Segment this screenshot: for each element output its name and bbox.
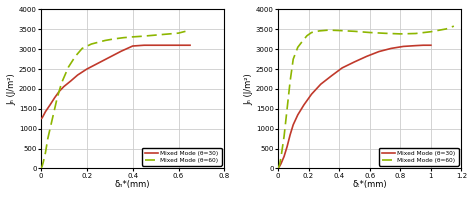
Mixed Mode (θ=60) [157,33,163,36]
Mixed Mode (θ=60) [309,31,314,34]
Mixed Mode (θ=60) [336,29,342,32]
Mixed Mode (θ=60) [284,108,290,110]
Mixed Mode (θ=30) [75,74,81,76]
Mixed Mode (θ=60) [413,32,419,35]
X-axis label: δₜ*(mm): δₜ*(mm) [352,180,387,189]
Mixed Mode (θ=60) [45,137,51,140]
Mixed Mode (θ=30) [275,167,281,170]
Mixed Mode (θ=60) [451,25,456,27]
Mixed Mode (θ=60) [382,32,388,35]
Mixed Mode (θ=30) [413,44,419,47]
Mixed Mode (θ=30) [287,133,293,136]
Mixed Mode (θ=60) [300,40,305,43]
Mixed Mode (θ=60) [59,82,64,84]
Mixed Mode (θ=60) [352,30,357,33]
Mixed Mode (θ=30) [118,50,124,52]
Mixed Mode (θ=60) [326,29,331,31]
Legend: Mixed Mode (θ=30), Mixed Mode (θ=60): Mixed Mode (θ=30), Mixed Mode (θ=60) [142,148,221,165]
Mixed Mode (θ=30) [141,44,147,46]
Line: Mixed Mode (θ=60): Mixed Mode (θ=60) [278,26,454,168]
Mixed Mode (θ=60) [166,33,172,35]
Mixed Mode (θ=60) [49,118,55,120]
Mixed Mode (θ=60) [65,66,71,68]
Mixed Mode (θ=30) [52,96,57,99]
Mixed Mode (θ=60) [121,36,127,39]
Mixed Mode (θ=30) [284,145,290,148]
Mixed Mode (θ=30) [107,56,112,59]
Mixed Mode (θ=60) [38,167,44,170]
Mixed Mode (θ=60) [148,34,154,37]
Mixed Mode (θ=30) [352,61,357,63]
Mixed Mode (θ=60) [304,34,310,37]
Mixed Mode (θ=60) [39,165,45,168]
Mixed Mode (θ=30) [364,55,370,58]
Line: Mixed Mode (θ=30): Mixed Mode (θ=30) [41,45,190,119]
Mixed Mode (θ=60) [102,39,108,42]
Mixed Mode (θ=30) [388,47,394,50]
Mixed Mode (θ=60) [367,31,373,34]
Mixed Mode (θ=30) [95,62,101,64]
Mixed Mode (θ=30) [56,90,62,93]
Mixed Mode (θ=60) [111,38,117,40]
Mixed Mode (θ=30) [38,118,44,120]
Mixed Mode (θ=30) [420,44,426,46]
Mixed Mode (θ=30) [187,44,193,46]
Mixed Mode (θ=60) [295,46,301,49]
Mixed Mode (θ=30) [401,45,406,48]
Mixed Mode (θ=60) [278,156,284,159]
Mixed Mode (θ=60) [43,151,48,154]
Mixed Mode (θ=30) [428,44,434,46]
Y-axis label: Jₙ (J/m²): Jₙ (J/m²) [7,73,16,105]
Mixed Mode (θ=30) [164,44,170,46]
Mixed Mode (θ=60) [398,33,403,35]
Line: Mixed Mode (θ=60): Mixed Mode (θ=60) [41,31,185,168]
Mixed Mode (θ=30) [318,83,324,86]
Mixed Mode (θ=30) [40,115,46,117]
Mixed Mode (θ=30) [39,117,45,119]
Mixed Mode (θ=30) [61,85,67,88]
Mixed Mode (θ=60) [130,36,136,38]
Mixed Mode (θ=60) [277,164,283,167]
Line: Mixed Mode (θ=30): Mixed Mode (θ=30) [278,45,431,168]
Mixed Mode (θ=30) [47,103,53,106]
Mixed Mode (θ=60) [287,80,293,82]
Mixed Mode (θ=60) [182,30,188,33]
Mixed Mode (θ=60) [40,161,46,164]
Mixed Mode (θ=30) [68,80,73,82]
Mixed Mode (θ=30) [176,44,182,46]
Mixed Mode (θ=30) [328,75,334,77]
Mixed Mode (θ=30) [130,45,136,47]
Mixed Mode (θ=30) [339,67,345,69]
X-axis label: δₙ*(mm): δₙ*(mm) [115,180,150,189]
Mixed Mode (θ=60) [89,43,94,45]
Mixed Mode (θ=60) [73,55,78,58]
Mixed Mode (θ=30) [84,68,90,70]
Mixed Mode (θ=30) [295,114,301,116]
Mixed Mode (θ=60) [291,58,296,60]
Mixed Mode (θ=60) [79,47,85,50]
Mixed Mode (θ=60) [316,30,322,32]
Mixed Mode (θ=60) [281,135,287,138]
Legend: Mixed Mode (θ=30), Mixed Mode (θ=60): Mixed Mode (θ=30), Mixed Mode (θ=60) [379,148,458,165]
Mixed Mode (θ=60) [443,28,449,30]
Mixed Mode (θ=30) [291,124,296,126]
Mixed Mode (θ=30) [277,165,283,168]
Mixed Mode (θ=60) [428,30,434,33]
Mixed Mode (θ=60) [54,98,60,100]
Y-axis label: Jₙ (J/m²): Jₙ (J/m²) [244,73,253,105]
Mixed Mode (θ=30) [278,162,284,165]
Mixed Mode (θ=30) [376,50,382,53]
Mixed Mode (θ=30) [153,44,158,46]
Mixed Mode (θ=60) [139,35,145,38]
Mixed Mode (θ=30) [43,110,48,113]
Mixed Mode (θ=30) [309,93,314,95]
Mixed Mode (θ=60) [275,167,281,170]
Mixed Mode (θ=30) [281,155,287,158]
Mixed Mode (θ=30) [301,103,307,106]
Mixed Mode (θ=60) [176,32,182,34]
